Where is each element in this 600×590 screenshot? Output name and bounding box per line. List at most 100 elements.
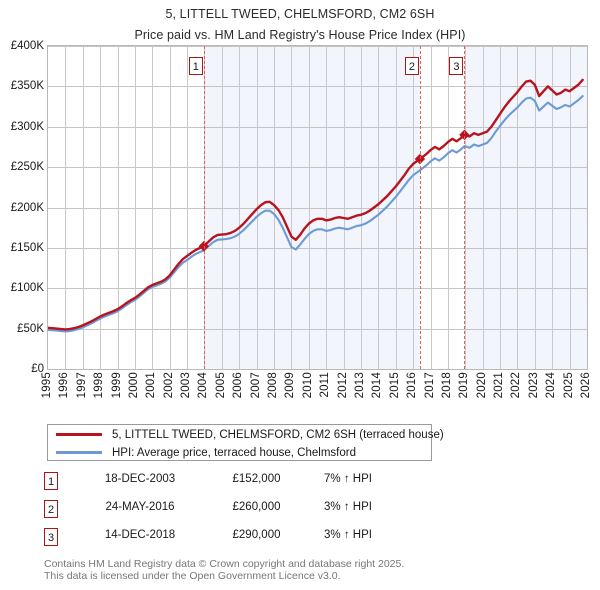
x-axis-tick-label: 2001 — [145, 372, 158, 399]
gridline-vertical — [465, 46, 467, 369]
chart-marker-flag-3[interactable]: 3 — [449, 57, 464, 75]
sale-date: 14-DEC-2018 — [104, 529, 176, 541]
gridline-horizontal — [48, 247, 587, 249]
sale-marker-line-3 — [464, 46, 466, 369]
x-axis-tick-label: 2002 — [162, 372, 175, 399]
gridline-horizontal — [48, 46, 587, 47]
x-axis-tick-label: 2018 — [440, 372, 453, 399]
x-axis-tick-label: 2019 — [458, 372, 471, 399]
x-axis-tick-label: 2011 — [319, 372, 332, 398]
legend-item-hpi: HPI: Average price, terraced house, Chel… — [48, 444, 431, 461]
x-axis-tick-label: 2022 — [510, 372, 523, 399]
x-axis-tick-label: 2017 — [423, 372, 436, 399]
sale-badge: 1 — [44, 472, 58, 490]
gridline-vertical — [221, 46, 223, 369]
sale-badge: 3 — [44, 528, 58, 546]
gridline-vertical — [204, 46, 206, 369]
legend-item-property: 5, LITTELL TWEED, CHELMSFORD, CM2 6SH (t… — [48, 426, 444, 443]
x-axis-tick-label: 1997 — [75, 372, 88, 399]
gridline-vertical — [447, 46, 449, 369]
x-axis-tick-label: 2024 — [545, 372, 558, 399]
x-axis-tick-label: 2020 — [475, 372, 488, 399]
gridline-vertical — [395, 46, 397, 369]
gridline-vertical — [239, 46, 241, 369]
page-title: 5, LITTELL TWEED, CHELMSFORD, CM2 6SH — [165, 7, 435, 21]
gridline-vertical — [413, 46, 415, 369]
x-axis-tick-label: 2009 — [284, 372, 297, 399]
x-axis-tick-label: 2014 — [371, 372, 384, 399]
x-axis-tick-label: 1995 — [41, 372, 53, 399]
y-axis-tick-label: £100K — [10, 282, 44, 295]
gridline-vertical — [117, 46, 119, 369]
x-axis-tick-label: 2006 — [232, 372, 245, 399]
chart-marker-flag-2[interactable]: 2 — [404, 57, 419, 75]
x-axis-tick-label: 2023 — [527, 372, 540, 399]
gridline-vertical — [343, 46, 345, 369]
x-axis-tick-label: 2015 — [388, 372, 401, 399]
x-axis-tick-label: 2004 — [197, 372, 210, 399]
gridline-vertical — [517, 46, 519, 369]
gridline-horizontal — [48, 288, 587, 290]
gridline-vertical — [587, 46, 588, 369]
y-axis-tick-label: £250K — [10, 161, 44, 174]
legend-swatch-property — [56, 433, 102, 436]
table-row[interactable]: 1 18-DEC-2003 £152,000 7% ↑ HPI — [44, 472, 464, 500]
gridline-vertical — [291, 46, 293, 369]
sale-date: 24-MAY-2016 — [105, 501, 175, 513]
gridline-vertical — [152, 46, 154, 369]
sales-history-table: 1 18-DEC-2003 £152,000 7% ↑ HPI 2 24-MAY… — [44, 472, 464, 556]
sale-badge: 2 — [44, 500, 58, 518]
gridline-horizontal — [48, 328, 587, 330]
gridline-vertical — [308, 46, 310, 369]
table-row[interactable]: 2 24-MAY-2016 £260,000 3% ↑ HPI — [44, 500, 464, 528]
gridline-vertical — [187, 46, 189, 369]
chart-line-series — [48, 78, 584, 331]
x-axis-tick-label: 2025 — [562, 372, 575, 399]
sale-marker-line-1 — [203, 46, 205, 369]
x-axis-tick-label: 1996 — [58, 372, 71, 399]
gridline-vertical — [500, 46, 502, 369]
footer-attribution: Contains HM Land Registry data © Crown c… — [44, 558, 564, 582]
sale-price: £260,000 — [232, 501, 281, 513]
table-row[interactable]: 3 14-DEC-2018 £290,000 3% ↑ HPI — [44, 528, 464, 556]
footer-line-1: Contains HM Land Registry data © Crown c… — [44, 558, 405, 570]
sale-date: 18-DEC-2003 — [104, 473, 176, 485]
gridline-vertical — [378, 46, 380, 369]
x-axis-tick-label: 2013 — [353, 372, 366, 399]
legend-label-hpi: HPI: Average price, terraced house, Chel… — [112, 446, 356, 459]
gridline-horizontal — [48, 207, 587, 209]
gridline-vertical — [274, 46, 276, 369]
chart-marker-flag-1[interactable]: 1 — [188, 57, 203, 75]
gridline-vertical — [360, 46, 362, 369]
x-axis-tick-label: 2016 — [406, 372, 419, 399]
chart-plot-area[interactable]: 1 2 3 — [47, 45, 588, 370]
sale-marker-line-2 — [419, 46, 421, 369]
sale-price: £290,000 — [232, 529, 281, 541]
y-axis: £0 £50K £100K £150K £200K £250K £300K £350K £400… — [0, 40, 44, 375]
legend-swatch-hpi — [56, 451, 102, 454]
gridline-vertical — [326, 46, 328, 369]
gridline-vertical — [430, 46, 432, 369]
sale-hpi-delta: 3% ↑ HPI — [324, 529, 372, 541]
y-axis-tick-label: £200K — [10, 201, 44, 214]
gridline-vertical — [552, 46, 554, 369]
y-axis-tick-label: £0 — [31, 363, 44, 375]
x-axis-tick-label: 2005 — [214, 372, 227, 399]
gridline-vertical — [482, 46, 484, 369]
chart-series-svg — [48, 78, 584, 333]
x-axis-tick-label: 2026 — [580, 372, 592, 399]
x-axis-tick-label: 2000 — [127, 372, 140, 399]
x-axis-tick-label: 2012 — [336, 372, 349, 399]
gridline-horizontal — [48, 126, 587, 128]
chart-legend: 5, LITTELL TWEED, CHELMSFORD, CM2 6SH (t… — [47, 424, 444, 461]
x-axis-tick-label: 1999 — [110, 372, 123, 399]
gridline-vertical — [100, 46, 102, 369]
x-axis-tick-label: 1998 — [93, 372, 106, 399]
y-axis-tick-label: £300K — [10, 120, 44, 133]
legend-label-property: 5, LITTELL TWEED, CHELMSFORD, CM2 6SH (t… — [112, 428, 444, 441]
gridline-vertical — [65, 46, 67, 369]
x-axis-tick-label: 2008 — [267, 372, 280, 399]
chart-line-series — [48, 95, 584, 333]
gridline-vertical — [82, 46, 84, 369]
y-axis-tick-label: £150K — [10, 241, 44, 254]
